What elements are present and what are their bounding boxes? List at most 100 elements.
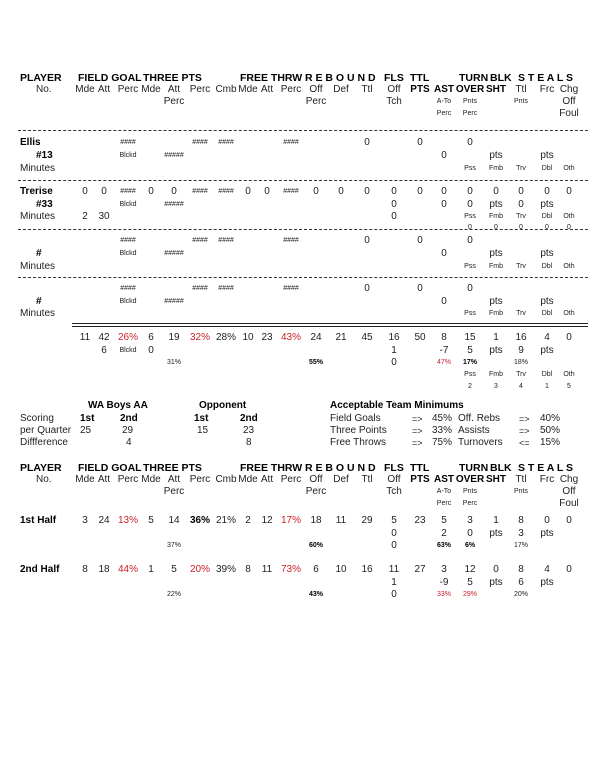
column-group-label: S T E A L S xyxy=(518,72,574,84)
column-group-label: TURN xyxy=(459,72,489,84)
stat-cell: Pss xyxy=(464,165,476,172)
minimum-val: 45% xyxy=(432,413,453,424)
row-label: #13 xyxy=(36,150,53,161)
stat-cell: Cmb xyxy=(215,474,237,485)
stat-cell: Pss xyxy=(464,310,476,317)
stat-cell: pts xyxy=(489,199,503,210)
player-divider xyxy=(18,130,588,131)
column-group-label: S T E A L S xyxy=(518,462,574,474)
column-group-label: FIELD GOAL xyxy=(78,72,142,84)
totals-row: Pss Fmb Trv Dbl Oth xyxy=(0,369,600,381)
column-group-label: TURN xyxy=(459,462,489,474)
stat-cell: 0 xyxy=(391,589,397,600)
opp-difference: 8 xyxy=(246,437,252,448)
stat-cell: Perc xyxy=(436,500,452,507)
opp-1st-header: 1st xyxy=(194,413,209,424)
minimum-name: Three Points xyxy=(330,425,387,436)
row-label: Minutes xyxy=(20,308,56,319)
stat-cell: AST xyxy=(434,474,454,485)
stat-cell: Pss xyxy=(464,213,476,220)
half-label: 1st Half xyxy=(20,515,57,526)
stat-cell: Off xyxy=(562,486,576,497)
minimums-title: Acceptable Team Minimums xyxy=(330,400,464,411)
stat-cell: #### xyxy=(218,139,234,146)
stat-cell: 6 xyxy=(313,564,319,575)
stat-cell: 27 xyxy=(414,564,426,575)
column-group-label: PLAYER xyxy=(20,462,62,474)
stat-cell: Dbl xyxy=(541,371,553,378)
stat-cell: pts xyxy=(489,150,503,161)
stat-cell: #### xyxy=(218,285,234,292)
stat-cell: 43% xyxy=(280,332,302,343)
stat-cell: Perc xyxy=(305,96,327,107)
player-stat-row: 0 0 #### 0 0 #### #### 0 0 #### 0 0 0 0 0 0 0 0 0 0 0 xyxy=(0,186,600,198)
difference-label: Diffference xyxy=(20,437,68,448)
half-label: 2nd Half xyxy=(20,564,60,575)
stat-cell: 3 xyxy=(441,564,447,575)
stat-cell: #### xyxy=(120,237,136,244)
half-subheader-row: Perc Perc Foul xyxy=(0,498,600,510)
stat-cell: 6 xyxy=(148,332,154,343)
stat-cell: 0 xyxy=(364,137,370,148)
stat-cell: 0 xyxy=(313,186,319,197)
minimum-val: 33% xyxy=(432,425,453,436)
stat-cell: 0 xyxy=(417,186,423,197)
stat-cell: pts xyxy=(489,528,503,539)
stat-cell: 0 xyxy=(391,186,397,197)
stat-cell: 45 xyxy=(361,332,373,343)
column-group-label: TTL xyxy=(410,462,430,474)
player-stat-row: 0 0 0 0 0 xyxy=(0,222,600,234)
stat-cell: SHT xyxy=(486,474,506,485)
minimum-name: Field Goals xyxy=(330,413,381,424)
minimum-op2: <= xyxy=(519,438,530,448)
stat-cell: 0 xyxy=(566,515,572,526)
stat-cell: Fmb xyxy=(489,310,503,317)
stat-cell: SHT xyxy=(486,84,506,95)
stat-cell: Off xyxy=(562,96,576,107)
stat-cell: 0 xyxy=(493,186,499,197)
stat-cell: #### xyxy=(283,188,299,195)
row-label: #33 xyxy=(36,199,53,210)
stat-cell: 28% xyxy=(215,332,237,343)
stat-cell: Blckd xyxy=(119,298,137,305)
stat-cell: 18 xyxy=(98,564,110,575)
stat-cell: #### xyxy=(120,285,136,292)
player-stat-row: #### #### #### #### 0 0 0 xyxy=(0,235,600,247)
stat-cell: 31% xyxy=(166,359,182,366)
stat-cell: 55% xyxy=(308,359,324,366)
stat-cell: Trv xyxy=(516,263,526,270)
stat-cell: Perc xyxy=(462,110,478,117)
player-stat-row: Minutes Pss Fmb Trv Dbl Oth xyxy=(0,261,600,273)
stat-cell: Pnts xyxy=(462,488,478,495)
stat-cell: -9 xyxy=(439,577,449,588)
stat-cell: 26% xyxy=(117,332,139,343)
stat-cell: 21 xyxy=(335,332,347,343)
stat-cell: #### xyxy=(192,285,208,292)
column-group-label: FIELD GOAL xyxy=(78,462,142,474)
stat-cell: pts xyxy=(540,248,554,259)
stat-cell: #### xyxy=(192,237,208,244)
stat-cell: 8 xyxy=(441,332,447,343)
stat-cell: 17% xyxy=(513,542,529,549)
stat-cell: ##### xyxy=(164,152,184,159)
stat-cell: Att xyxy=(167,84,181,95)
stat-cell: Mde xyxy=(238,474,258,485)
half-stat-row: 1 -9 5 pts 6 pts xyxy=(0,577,600,589)
stat-cell: 4 xyxy=(519,383,523,390)
stat-cell: 5 xyxy=(391,515,397,526)
stat-cell: #### xyxy=(218,237,234,244)
stat-cell: pts xyxy=(489,577,503,588)
stat-cell: Perc xyxy=(163,96,185,107)
stat-cell: 0 xyxy=(391,357,397,368)
stat-cell: 29 xyxy=(361,515,373,526)
minimum-val: 75% xyxy=(432,437,453,448)
stat-cell: 4 xyxy=(544,332,550,343)
player-stat-row: Minutes 2 30 0 Pss Fmb Trv Dbl Oth xyxy=(0,211,600,223)
stat-cell: Perc xyxy=(189,474,211,485)
stat-cell: 17% xyxy=(280,515,302,526)
stat-cell: Off xyxy=(387,84,401,95)
stat-cell: 0 xyxy=(518,199,524,210)
stat-cell: ##### xyxy=(164,298,184,305)
stat-cell: 73% xyxy=(280,564,302,575)
minimum-op: => xyxy=(412,414,423,424)
